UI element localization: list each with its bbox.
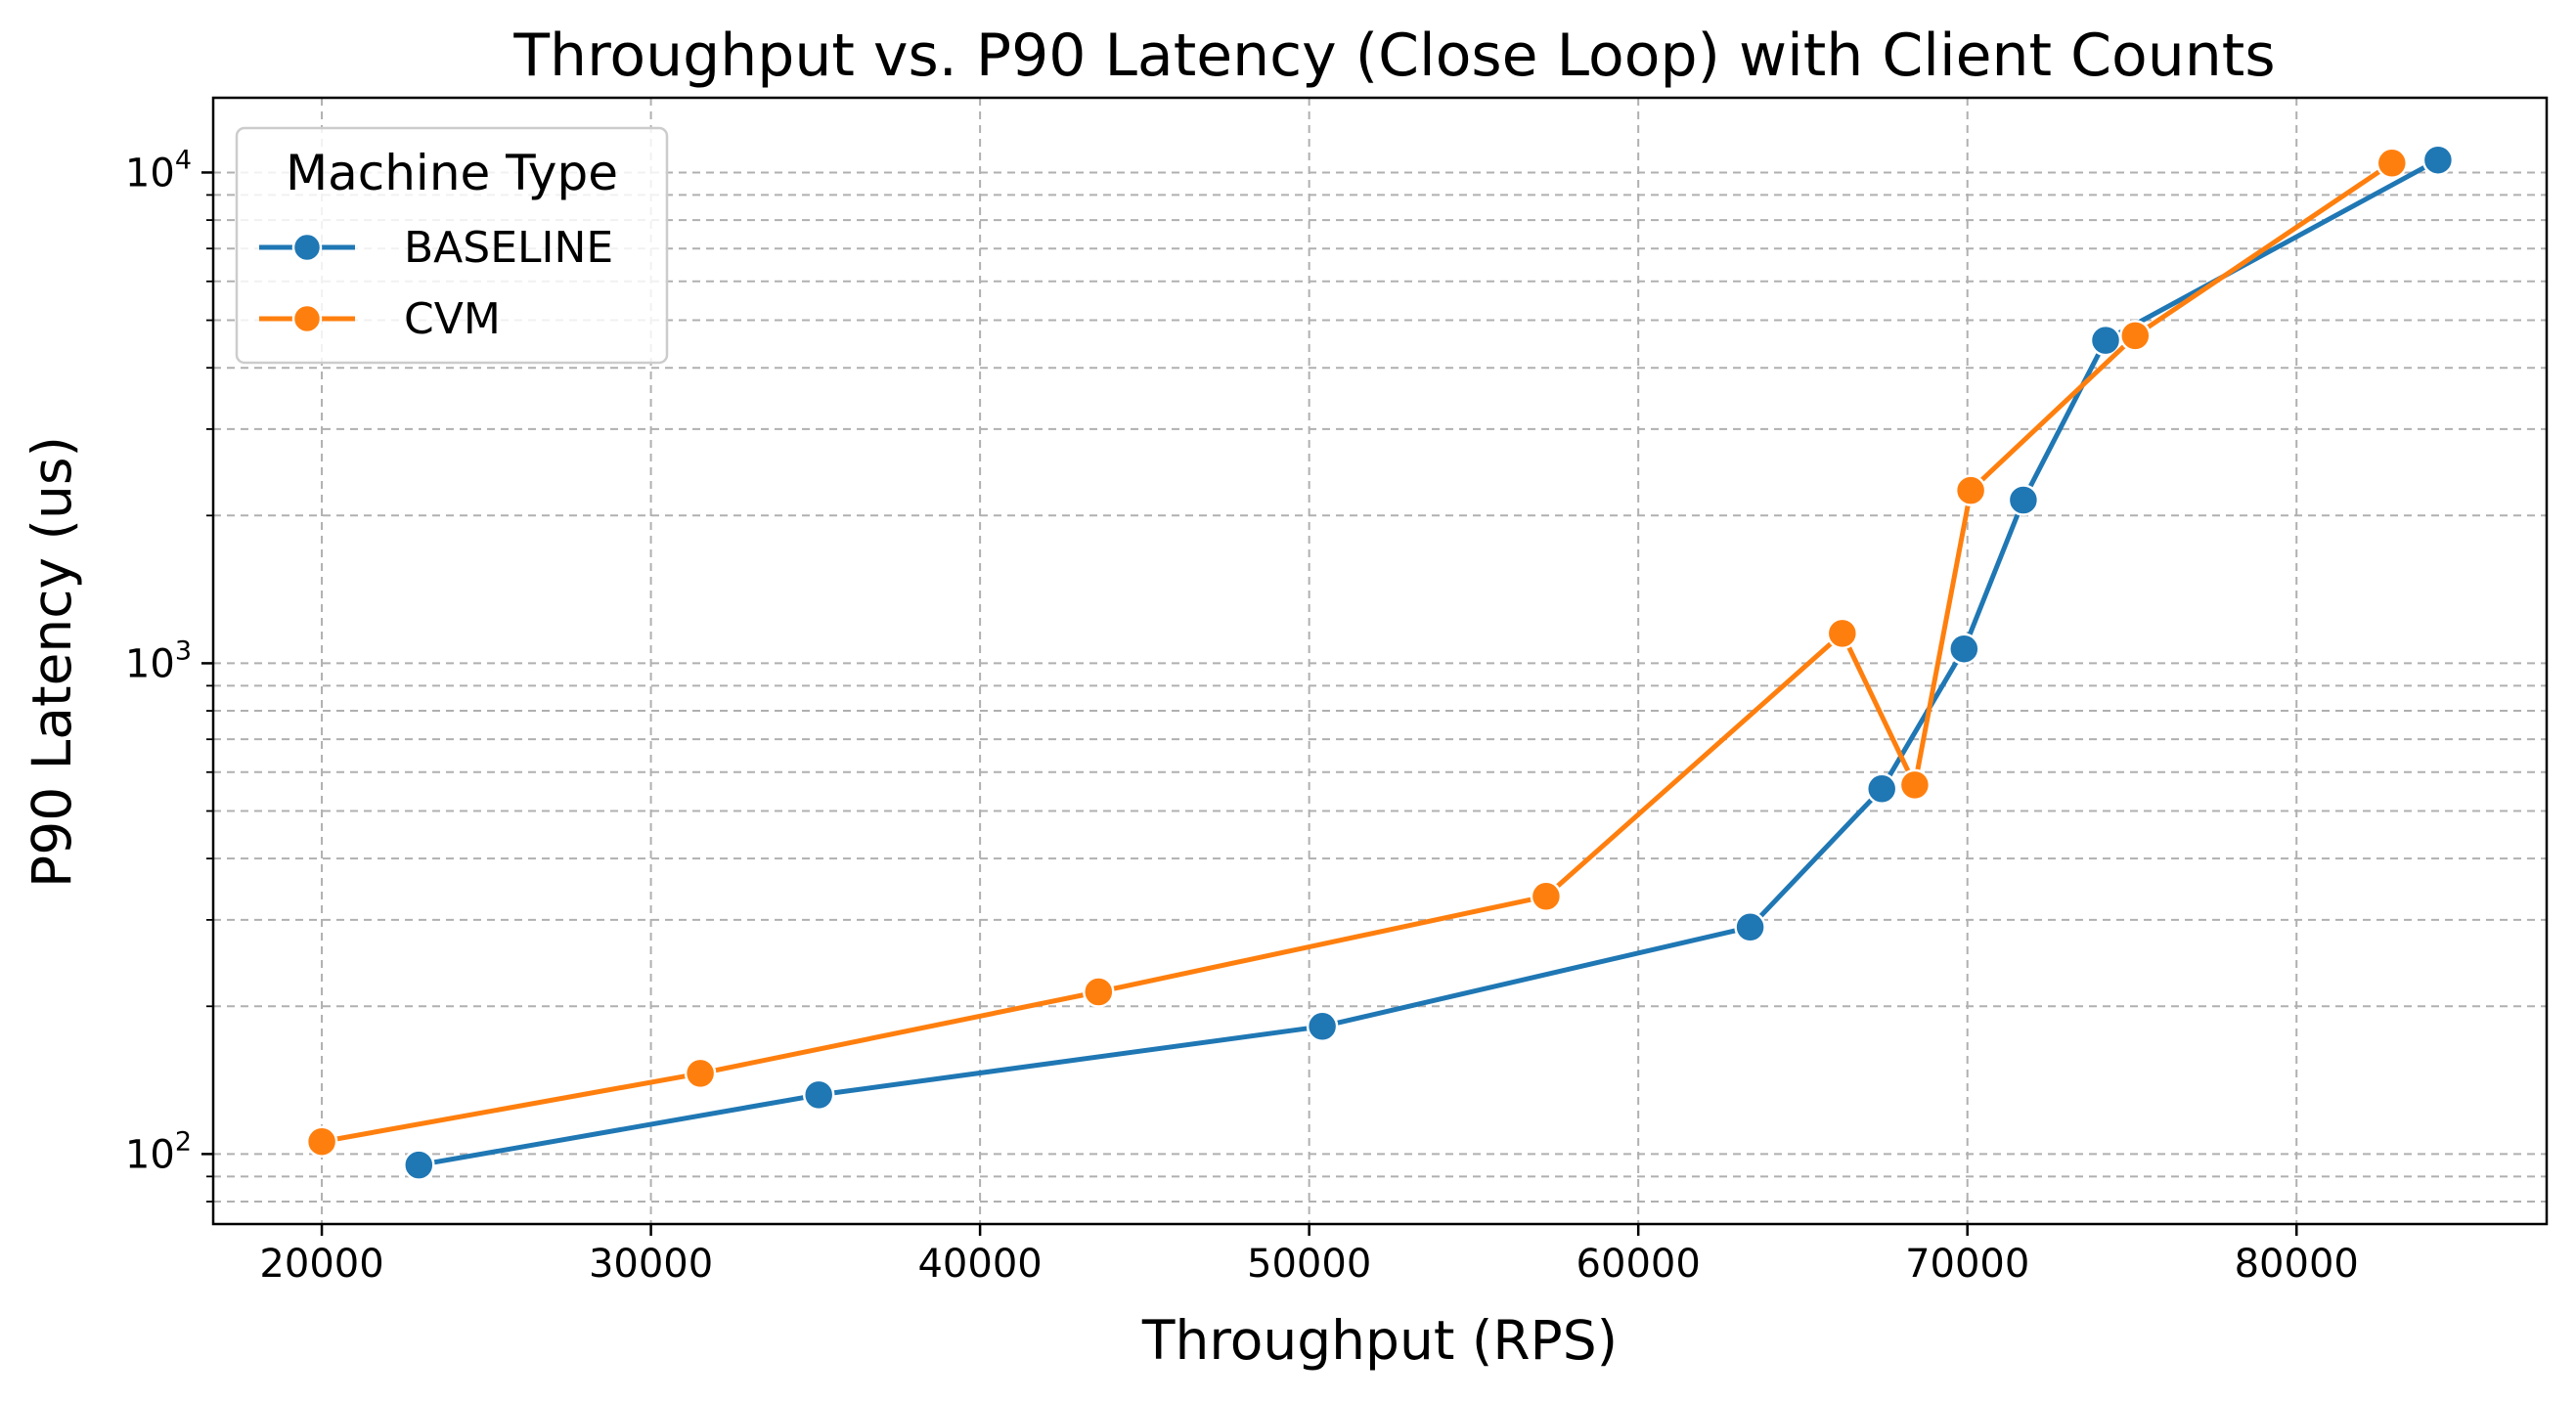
legend-marker-cvm xyxy=(291,303,323,334)
data-point-cvm xyxy=(1530,880,1563,913)
chart-title: Throughput vs. P90 Latency (Close Loop) … xyxy=(512,22,2275,90)
data-point-cvm xyxy=(2376,147,2409,180)
legend-title: Machine Type xyxy=(286,145,618,201)
x-tick-label: 20000 xyxy=(259,1242,383,1287)
x-tick-label: 70000 xyxy=(1905,1242,2029,1287)
axis-ticks: 20000 30000 40000 50000 60000 70000 80000 102 10… xyxy=(125,145,2359,1287)
data-point-baseline xyxy=(1734,911,1766,943)
x-axis-label: Throughput (RPS) xyxy=(1141,1309,1618,1372)
x-tick-label: 40000 xyxy=(917,1242,1042,1287)
y-axis-label: P90 Latency (us) xyxy=(21,436,83,888)
data-point-cvm xyxy=(305,1125,338,1158)
y-tick-label: 103 xyxy=(125,635,192,686)
data-point-baseline xyxy=(1948,633,1980,665)
x-tick-label: 30000 xyxy=(589,1242,713,1287)
data-point-cvm xyxy=(1954,474,1987,506)
data-point-cvm xyxy=(1826,617,1859,650)
y-tick-label: 104 xyxy=(125,145,192,196)
data-point-baseline xyxy=(1306,1010,1339,1043)
data-point-baseline xyxy=(2007,484,2040,516)
legend-label-baseline: BASELINE xyxy=(404,223,613,273)
legend-marker-baseline xyxy=(291,232,323,263)
series-layer xyxy=(305,144,2455,1181)
data-point-baseline xyxy=(1865,772,1898,806)
plot-frame xyxy=(211,96,2549,1226)
x-tick-label: 50000 xyxy=(1247,1242,1371,1287)
data-point-cvm xyxy=(1898,768,1932,802)
x-tick-label: 80000 xyxy=(2235,1242,2359,1287)
data-point-baseline xyxy=(403,1149,435,1181)
x-tick-label: 60000 xyxy=(1577,1242,1701,1287)
data-point-baseline xyxy=(2421,144,2455,176)
data-point-cvm xyxy=(684,1057,717,1090)
data-point-baseline xyxy=(802,1078,835,1112)
legend: Machine Type BASELINE CVM xyxy=(235,126,669,365)
data-point-cvm xyxy=(1083,976,1115,1008)
y-tick-label: 102 xyxy=(125,1126,192,1177)
data-point-cvm xyxy=(2119,320,2152,352)
legend-box xyxy=(235,126,669,365)
legend-label-cvm: CVM xyxy=(404,294,501,344)
